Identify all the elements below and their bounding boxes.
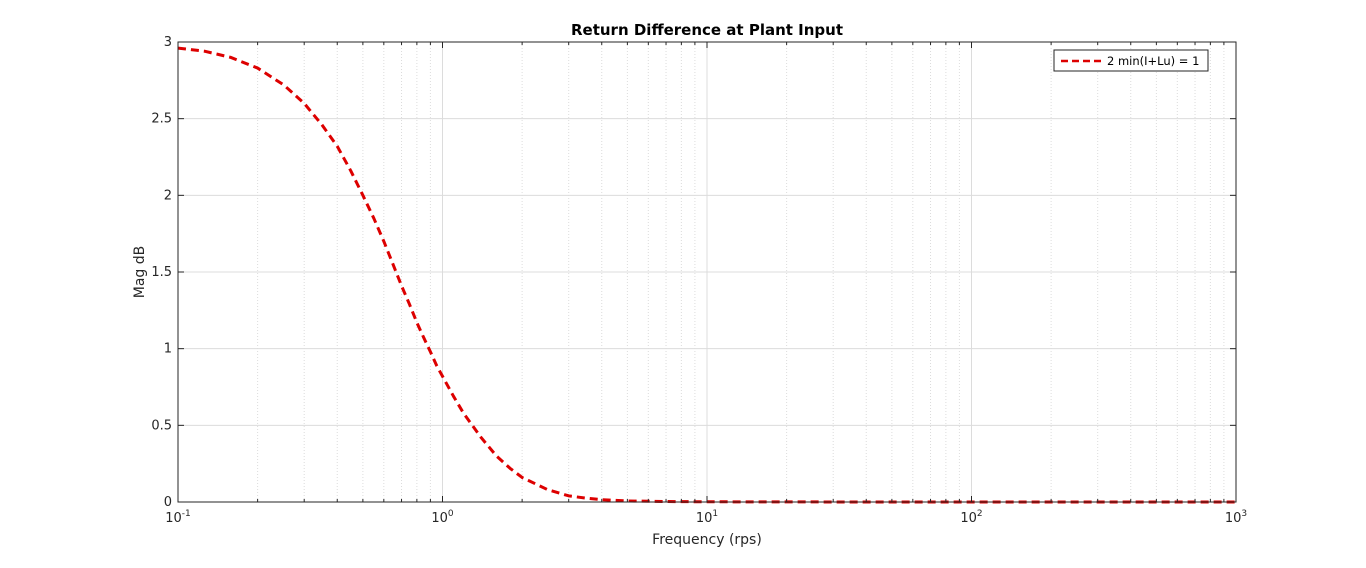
x-tick-label: 101 — [696, 509, 718, 526]
x-tick-label: 103 — [1225, 509, 1247, 526]
y-tick-label: 3 — [164, 35, 172, 50]
y-tick-label: 0 — [164, 495, 172, 510]
tick-marks — [177, 41, 1237, 503]
x-tick-label: 10-1 — [165, 509, 191, 526]
series-line — [177, 46, 1236, 504]
legend: 2 min(I+Lu) = 1 — [1053, 49, 1209, 72]
y-tick-label: 1 — [164, 342, 172, 357]
y-tick-label: 2 — [164, 188, 172, 203]
x-tick-label: 100 — [431, 509, 454, 526]
chart-title: Return Difference at Plant Input — [571, 21, 843, 39]
major-grid — [177, 41, 1237, 503]
legend-entry-label: 2 min(I+Lu) = 1 — [1107, 54, 1199, 68]
y-tick-labels: 0 0.5 1 1.5 2 2.5 3 — [151, 35, 172, 510]
x-axis-label: Frequency (rps) — [652, 532, 762, 548]
legend-box — [1053, 49, 1209, 72]
y-tick-label: 0.5 — [151, 418, 172, 433]
y-tick-label: 1.5 — [151, 265, 172, 280]
y-axis-label: Mag dB — [132, 246, 148, 299]
x-tick-label: 102 — [960, 509, 982, 526]
x-tick-labels: 10-1 100 101 102 103 — [165, 509, 1247, 526]
y-tick-label: 2.5 — [151, 112, 172, 127]
series-layer — [177, 46, 1236, 504]
